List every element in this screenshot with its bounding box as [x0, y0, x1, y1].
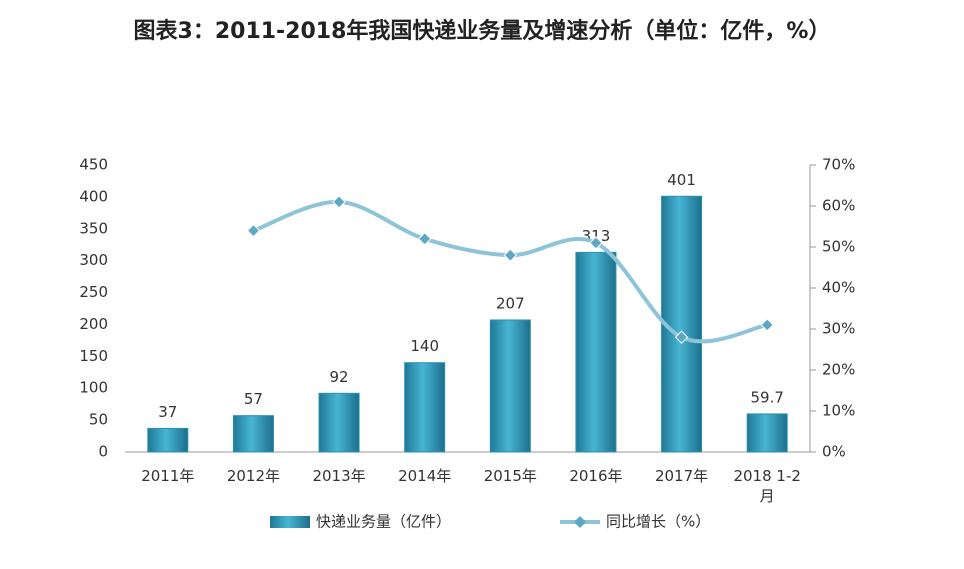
y2-tick-label: 60% — [822, 197, 855, 215]
data-label: 140 — [410, 337, 439, 355]
marker — [332, 195, 346, 209]
y2-tick-label: 40% — [822, 279, 855, 297]
data-label: 401 — [667, 171, 696, 189]
y2-tick-label: 20% — [822, 361, 855, 379]
marker — [589, 236, 603, 250]
y-tick-label: 50 — [89, 411, 108, 429]
y-tick-label: 250 — [79, 283, 108, 301]
y2-tick-label: 30% — [822, 320, 855, 338]
x-tick-label: 2011年 — [141, 467, 195, 485]
y-tick-label: 400 — [79, 187, 108, 205]
marker — [503, 248, 518, 262]
x-tick-label: 2012年 — [226, 467, 281, 485]
x-tick-label: 2015年 — [483, 467, 537, 485]
y-tick-label: 300 — [79, 251, 108, 269]
legend-label: 同比增长（%） — [606, 513, 710, 531]
y-tick-label: 150 — [79, 347, 108, 365]
x-tick-label: 2013年 — [312, 467, 366, 485]
data-label: 37 — [158, 403, 177, 421]
x-tick-label: 2018 1-2月 — [733, 467, 801, 505]
bar — [232, 415, 274, 453]
data-label: 92 — [330, 368, 349, 386]
y2-tick-label: 0% — [822, 443, 846, 461]
bar — [489, 319, 531, 453]
x-tick-label: 2014年 — [398, 467, 452, 485]
bar — [147, 427, 189, 453]
y-tick-label: 100 — [79, 379, 108, 397]
bar — [575, 251, 617, 453]
y-tick-label: 200 — [79, 315, 108, 333]
x-tick-label: 2016年 — [569, 467, 623, 485]
bar — [746, 413, 788, 453]
marker — [760, 318, 774, 332]
y-tick-label: 0 — [98, 443, 108, 461]
legend-label: 快递业务量（亿件） — [316, 513, 451, 531]
y2-tick-label: 70% — [822, 156, 855, 174]
y2-tick-label: 10% — [822, 402, 855, 420]
data-label: 59.7 — [750, 388, 783, 406]
bar — [661, 195, 703, 453]
y2-tick-label: 50% — [822, 238, 855, 256]
chart-title: 图表3：2011-2018年我国快递业务量及增速分析（单位：亿件，%） — [134, 18, 831, 44]
marker — [246, 223, 261, 238]
data-label: 57 — [244, 390, 263, 408]
legend-swatch — [574, 516, 586, 528]
y-tick-label: 450 — [79, 156, 108, 174]
marker — [417, 232, 432, 246]
legend-swatch — [270, 516, 310, 528]
x-tick-label: 2017年 — [654, 467, 709, 485]
bar — [318, 392, 360, 453]
marker — [674, 330, 689, 344]
y-tick-label: 350 — [79, 219, 108, 237]
data-label: 207 — [496, 294, 525, 312]
bar — [404, 362, 446, 453]
